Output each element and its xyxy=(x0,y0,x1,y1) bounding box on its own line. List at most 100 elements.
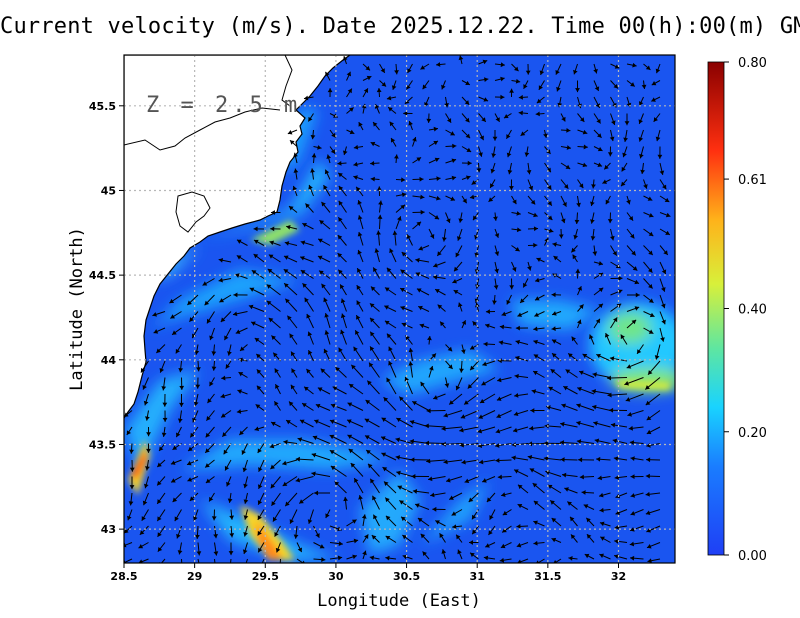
velocity-arrowhead xyxy=(338,200,343,206)
velocity-arrowhead xyxy=(223,449,228,455)
velocity-arrowhead xyxy=(543,440,548,446)
velocity-arrowhead xyxy=(308,116,313,122)
velocity-arrowhead xyxy=(329,450,335,455)
velocity-arrowhead xyxy=(449,400,454,405)
velocity-arrowhead xyxy=(356,300,361,306)
velocity-arrowhead xyxy=(615,493,621,499)
velocity-arrowhead xyxy=(651,81,657,86)
velocity-arrowhead xyxy=(373,514,378,520)
velocity-arrowhead xyxy=(584,553,590,559)
velocity-arrowhead xyxy=(257,515,262,520)
velocity-arrowhead xyxy=(228,568,233,572)
velocity-arrowhead xyxy=(401,252,407,257)
velocity-arrowhead xyxy=(576,202,581,208)
velocity-arrowhead xyxy=(257,530,262,536)
velocity-arrowhead xyxy=(435,520,440,525)
velocity-arrowhead xyxy=(188,446,193,451)
velocity-arrowhead xyxy=(159,446,164,451)
velocity-arrowhead xyxy=(446,218,451,223)
velocity-arrowhead xyxy=(594,438,600,444)
velocity-arrowhead xyxy=(477,428,483,434)
velocity-arrowhead xyxy=(583,144,588,150)
velocity-arrowhead xyxy=(458,218,464,223)
velocity-arrowhead xyxy=(311,153,317,158)
velocity-arrowhead xyxy=(536,98,542,104)
velocity-arrowhead xyxy=(638,137,644,142)
velocity-arrowhead xyxy=(256,369,262,374)
velocity-arrowhead xyxy=(347,88,352,94)
velocity-arrowhead xyxy=(412,489,418,494)
velocity-arrowhead xyxy=(483,97,489,102)
velocity-arrowhead xyxy=(464,400,469,405)
velocity-arrowhead xyxy=(433,126,438,132)
velocity-arrowhead xyxy=(649,312,655,318)
velocity-arrowhead xyxy=(317,387,323,392)
velocity-arrowhead xyxy=(270,464,275,470)
velocity-arrowhead xyxy=(631,319,637,325)
velocity-arrowhead xyxy=(420,65,426,70)
velocity-arrowhead xyxy=(618,275,623,281)
velocity-arrowhead xyxy=(489,515,494,520)
colorbar: 0.80 0.61 0.40 0.20 0.00 xyxy=(707,56,767,564)
velocity-arrowhead xyxy=(329,434,335,440)
velocity-arrowhead xyxy=(306,313,311,319)
velocity-arrowhead xyxy=(270,226,275,232)
velocity-arrowhead xyxy=(146,448,151,453)
velocity-arrowhead xyxy=(314,490,319,496)
velocity-arrowhead xyxy=(129,449,134,454)
velocity-arrowhead xyxy=(157,480,162,486)
velocity-arrowhead xyxy=(202,281,208,286)
velocity-arrowhead xyxy=(488,530,493,536)
velocity-arrowhead xyxy=(229,533,235,538)
velocity-arrowhead xyxy=(282,460,287,466)
velocity-arrowhead xyxy=(481,381,487,386)
velocity-arrowhead xyxy=(321,557,326,562)
velocity-arrowhead xyxy=(189,496,195,501)
velocity-arrowhead xyxy=(645,385,650,390)
velocity-arrowhead xyxy=(550,369,556,374)
velocity-arrowhead xyxy=(418,246,424,251)
velocity-arrowhead xyxy=(604,333,610,338)
velocity-arrowhead xyxy=(514,469,519,474)
velocity-arrowhead xyxy=(347,419,352,424)
velocity-arrowhead xyxy=(574,219,580,224)
velocity-arrowhead xyxy=(568,353,573,358)
velocity-arrowhead xyxy=(457,302,463,308)
velocity-arrowhead xyxy=(576,439,582,444)
velocity-arrowhead xyxy=(441,441,446,447)
velocity-arrowhead xyxy=(647,196,653,201)
velocity-arrowhead xyxy=(479,135,484,141)
velocity-arrowhead xyxy=(299,499,304,504)
velocity-arrowhead xyxy=(582,162,588,168)
velocity-arrowhead xyxy=(429,366,434,371)
colorbar-label: 0.20 xyxy=(738,426,767,441)
velocity-arrowhead xyxy=(578,457,583,463)
velocity-arrowhead xyxy=(291,351,296,357)
velocity-arrowhead xyxy=(551,518,557,523)
velocity-arrowhead xyxy=(441,426,446,431)
velocity-arrowhead xyxy=(337,161,342,166)
velocity-arrowhead xyxy=(232,311,238,317)
velocity-arrowhead xyxy=(142,385,147,390)
velocity-arrowhead xyxy=(615,510,621,515)
velocity-arrowhead xyxy=(535,277,540,283)
velocity-arrowhead xyxy=(300,270,306,275)
velocity-arrowhead xyxy=(297,547,303,553)
velocity-arrowhead xyxy=(242,567,247,572)
velocity-arrowhead xyxy=(646,457,651,463)
velocity-arrowhead xyxy=(397,485,403,490)
velocity-arrowhead xyxy=(623,137,628,142)
velocity-arrowhead xyxy=(471,514,477,520)
velocity-arrowhead xyxy=(664,197,670,203)
velocity-arrowhead xyxy=(412,137,417,142)
velocity-arrowhead xyxy=(157,499,162,504)
velocity-arrowhead xyxy=(221,375,226,381)
velocity-arrowhead xyxy=(140,367,146,373)
velocity-arrowhead xyxy=(643,184,648,189)
velocity-arrowhead xyxy=(389,248,394,254)
velocity-arrowhead xyxy=(386,95,392,101)
velocity-arrowhead xyxy=(434,157,440,163)
velocity-arrowhead xyxy=(586,517,591,523)
velocity-arrowhead xyxy=(420,209,425,215)
